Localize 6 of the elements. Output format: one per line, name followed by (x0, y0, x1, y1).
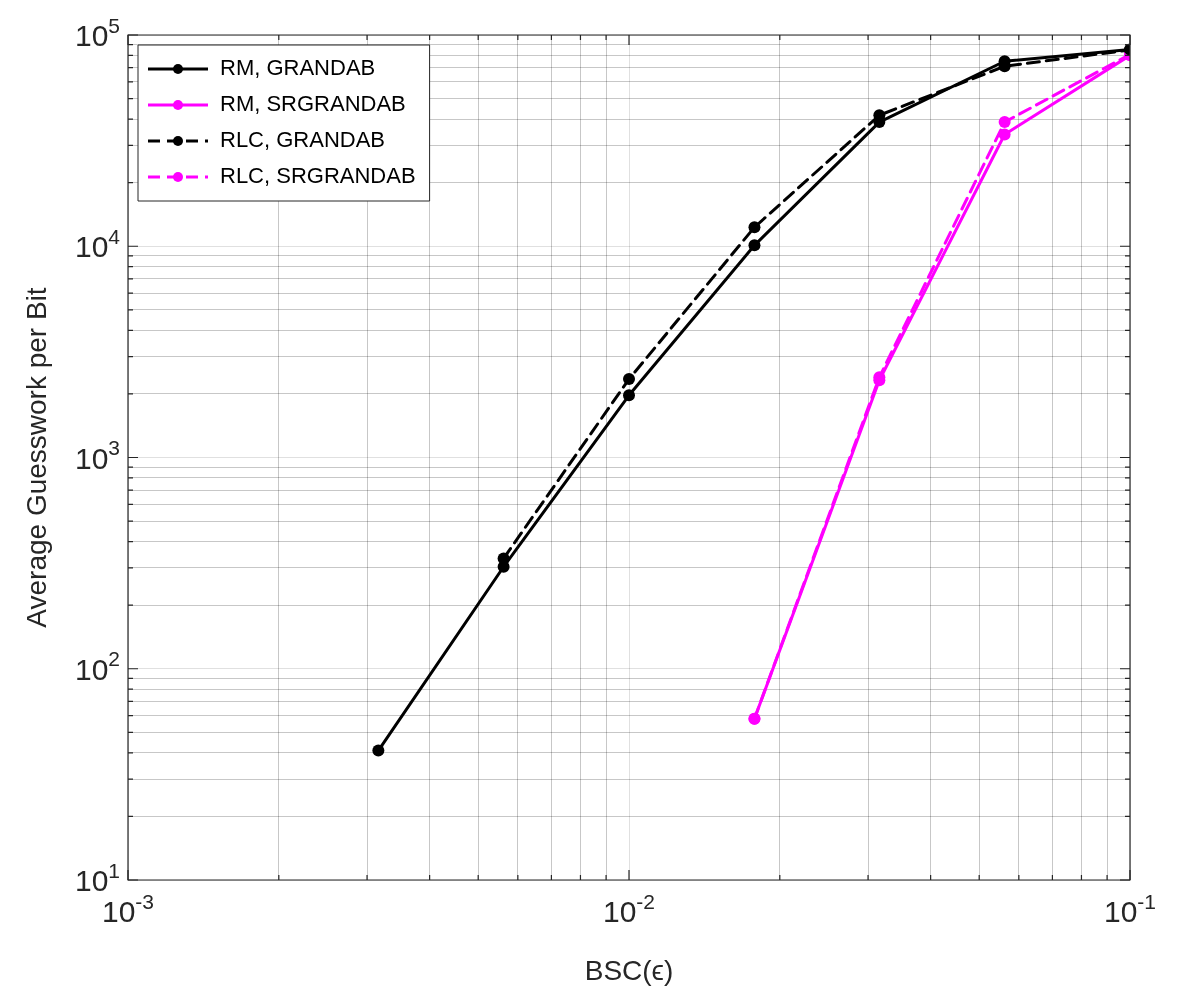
legend-label: RLC, GRANDAB (220, 127, 386, 153)
legend-label: RLC, SRGRANDAB (220, 163, 416, 189)
y-axis-title: Average Guesswork per Bit (21, 287, 52, 628)
legend-label: RM, GRANDAB (220, 55, 376, 81)
legend-label: RM, SRGRANDAB (220, 91, 406, 117)
x-axis-title: BSC(ϵ) (584, 955, 674, 986)
